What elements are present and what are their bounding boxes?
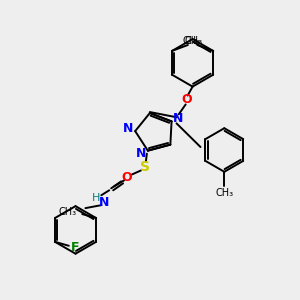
Text: N: N	[99, 196, 110, 209]
Text: CH₃: CH₃	[185, 36, 203, 46]
Text: S: S	[140, 160, 150, 173]
Text: CH₃: CH₃	[182, 36, 200, 46]
Text: CH₃: CH₃	[215, 188, 233, 198]
Text: H: H	[92, 193, 100, 203]
Text: F: F	[70, 241, 79, 254]
Text: O: O	[122, 171, 132, 184]
Text: O: O	[181, 93, 192, 106]
Text: N: N	[123, 122, 134, 135]
Text: N: N	[173, 112, 184, 125]
Text: N: N	[136, 147, 146, 160]
Text: CH₃: CH₃	[58, 207, 76, 217]
